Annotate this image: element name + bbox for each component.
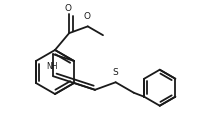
Text: O: O	[83, 12, 90, 21]
Text: NH: NH	[46, 62, 58, 71]
Text: O: O	[65, 4, 72, 13]
Text: S: S	[113, 68, 118, 77]
